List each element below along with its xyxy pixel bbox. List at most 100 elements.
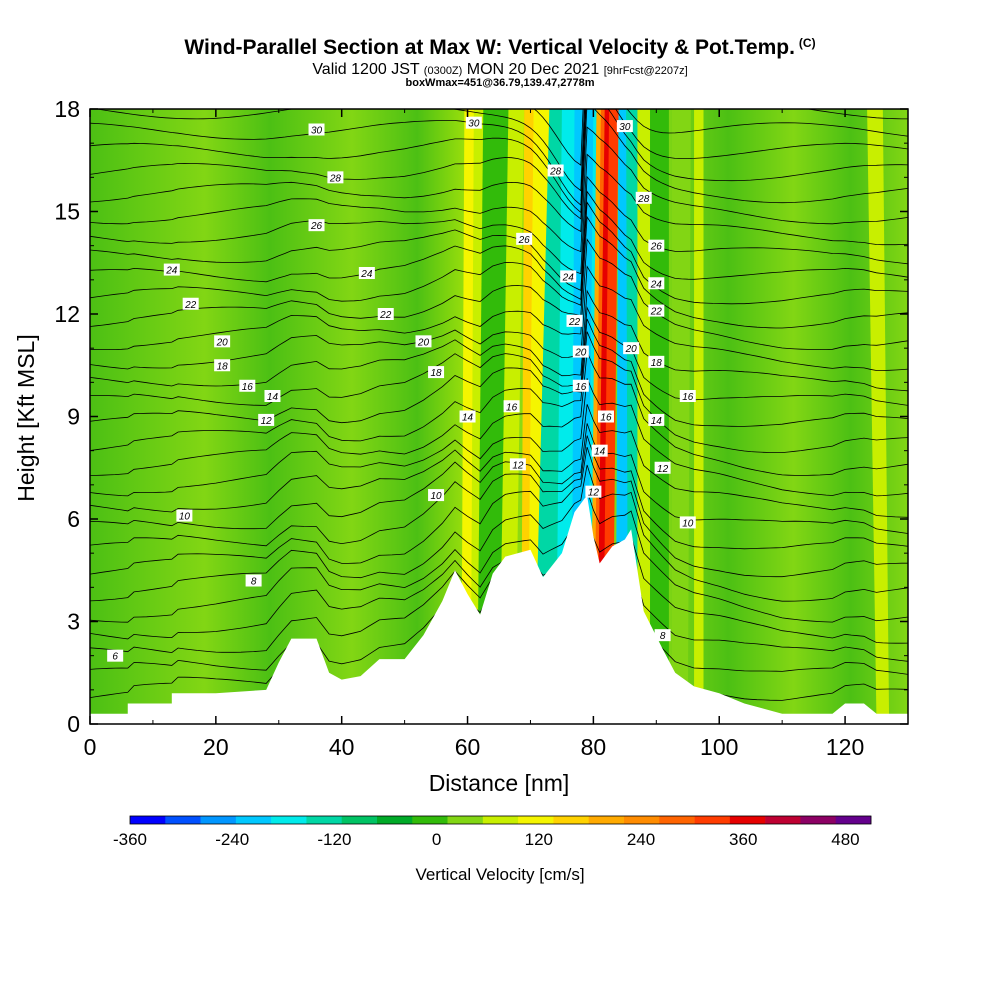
contour-label: 30 bbox=[468, 119, 480, 130]
contour-label-bg bbox=[327, 171, 344, 184]
contour-label-bg bbox=[358, 267, 375, 279]
contour-label: 22 bbox=[379, 310, 392, 321]
contour-label: 20 bbox=[625, 344, 638, 355]
contour-label-bg bbox=[308, 123, 325, 136]
theta-contour bbox=[90, 404, 908, 518]
x-axis-label: Distance [nm] bbox=[429, 770, 570, 796]
contour-label-bg bbox=[465, 116, 482, 129]
colorbar-swatch bbox=[518, 816, 554, 824]
contour-label: 12 bbox=[588, 488, 600, 499]
colorbar-tick-label: 240 bbox=[627, 830, 655, 849]
contour-label-bg bbox=[648, 239, 665, 252]
contour-label-bg bbox=[679, 390, 696, 402]
contour-label-bg bbox=[616, 120, 633, 133]
contour-label: 26 bbox=[650, 242, 663, 253]
terrain-mask bbox=[90, 495, 908, 724]
colorbar-tick-label: 360 bbox=[729, 830, 757, 849]
contour-label: 28 bbox=[329, 173, 342, 184]
contour-label: 24 bbox=[650, 279, 663, 290]
contour-label: 8 bbox=[660, 631, 666, 642]
contour-label: 20 bbox=[417, 337, 430, 348]
theta-contour bbox=[90, 488, 908, 623]
colorbar-swatch bbox=[659, 816, 695, 824]
colorbar-swatch bbox=[588, 816, 625, 824]
colorbar-tick-label: 480 bbox=[831, 830, 859, 849]
contour-label-bg bbox=[377, 308, 394, 320]
theta-contour bbox=[90, 515, 908, 644]
contour-label: 8 bbox=[251, 577, 257, 588]
theta-contour bbox=[90, 378, 908, 497]
theta-contour bbox=[90, 109, 908, 233]
x-tick-label: 100 bbox=[700, 734, 738, 760]
theta-contour bbox=[90, 126, 908, 253]
contour-label: 16 bbox=[682, 392, 694, 403]
theta-contour bbox=[90, 423, 908, 534]
theta-contour bbox=[90, 351, 908, 476]
colorbar-swatch bbox=[553, 816, 590, 824]
velocity-band bbox=[694, 109, 704, 724]
theta-contour bbox=[90, 190, 908, 300]
y-axis: 0 3 6 9 12 15 18 bbox=[54, 96, 908, 737]
contour-label-bg bbox=[654, 461, 671, 474]
contour-label: 16 bbox=[575, 382, 587, 393]
theta-contour bbox=[90, 238, 908, 350]
contour-label-bg bbox=[648, 304, 665, 317]
contour-label-bg bbox=[623, 342, 640, 355]
theta-contour bbox=[93, 109, 908, 192]
theta-contour bbox=[90, 318, 908, 427]
colorbar-swatch bbox=[800, 816, 837, 824]
colorbar: -360 -240 -120 0 120 240 360 480 bbox=[113, 815, 872, 849]
box-info: boxWmax=451@36.79,139.47,2778m bbox=[405, 77, 595, 89]
x-tick-label: 60 bbox=[455, 734, 481, 760]
theta-contour bbox=[90, 215, 908, 329]
colorbar-swatch bbox=[200, 816, 237, 824]
colorbar-tick-label: 0 bbox=[432, 830, 441, 849]
contour-label-bg bbox=[679, 516, 696, 529]
colorbar-swatch bbox=[694, 816, 731, 824]
theta-contour bbox=[90, 289, 908, 392]
contour-label: 12 bbox=[261, 416, 273, 427]
contour-label-bg bbox=[648, 413, 665, 426]
contour-label-bg bbox=[572, 345, 589, 358]
colorbar-swatch bbox=[165, 816, 201, 824]
contour-label: 10 bbox=[431, 491, 443, 502]
x-axis: 0 20 40 60 80 100 120 bbox=[84, 109, 909, 760]
contour-label: 10 bbox=[682, 518, 694, 529]
contour-label: 28 bbox=[549, 167, 562, 178]
contour-label-bg bbox=[264, 390, 281, 402]
theta-contour bbox=[90, 306, 908, 406]
contour-label-bg bbox=[214, 335, 231, 348]
colorbar-tick-label: 120 bbox=[525, 830, 553, 849]
x-tick-label: 0 bbox=[84, 734, 97, 760]
contour-label-bg bbox=[597, 410, 614, 423]
contour-label: 16 bbox=[242, 382, 254, 393]
contour-label: 18 bbox=[651, 358, 663, 369]
contour-labels: 30 30 30 28 28 28 26 26 26 24 24 24 24 22 22 22 22 20 20 20… bbox=[107, 116, 696, 663]
theta-contour bbox=[90, 464, 908, 602]
y-tick-label: 0 bbox=[67, 711, 80, 737]
contour-label: 30 bbox=[619, 122, 631, 133]
contour-label: 12 bbox=[512, 460, 524, 471]
colorbar-tick-label: -120 bbox=[317, 830, 351, 849]
contour-label-bg bbox=[245, 574, 262, 587]
contour-label-bg bbox=[182, 297, 199, 310]
contour-label: 18 bbox=[431, 368, 443, 379]
colorbar-swatch bbox=[306, 816, 343, 824]
contour-label-bg bbox=[428, 366, 445, 379]
contour-label: 24 bbox=[562, 272, 575, 283]
contour-label-bg bbox=[635, 191, 652, 204]
contour-label: 26 bbox=[518, 235, 531, 246]
colorbar-swatch bbox=[341, 816, 378, 824]
theta-contour bbox=[90, 201, 908, 306]
contour-label-bg bbox=[648, 277, 665, 290]
contour-label-bg bbox=[566, 314, 583, 327]
theta-contour bbox=[90, 446, 908, 578]
contour-label: 12 bbox=[657, 464, 669, 475]
contour-label-bg bbox=[239, 379, 256, 392]
colorbar-swatch bbox=[835, 816, 872, 824]
contour-label: 14 bbox=[267, 392, 279, 403]
contour-label: 20 bbox=[574, 348, 587, 359]
chart-subtitle: Valid 1200 JST (0300Z) MON 20 Dec 2021 [… bbox=[312, 61, 688, 78]
contour-label-bg bbox=[585, 485, 602, 498]
